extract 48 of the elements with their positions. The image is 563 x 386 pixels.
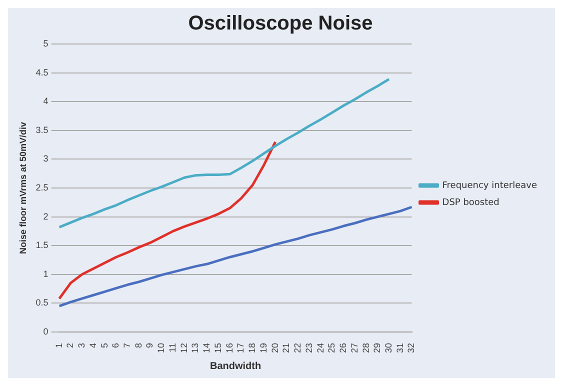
x-tick-label: 10 (156, 342, 166, 354)
y-tick-label: 1.5 (36, 240, 48, 250)
x-axis-title: Bandwidth (210, 360, 262, 372)
x-tick-label: 16 (224, 342, 234, 354)
y-axis-title: Noise floor mVrms at 50mV/div (18, 122, 28, 254)
x-tick-label: 11 (167, 342, 178, 352)
legend-label: Frequency interleave (442, 180, 538, 191)
y-tick-label: 5 (43, 38, 48, 48)
x-tick-label: 30 (384, 342, 394, 354)
x-tick-label: 20 (270, 342, 280, 354)
x-tick-label: 1 (54, 342, 64, 348)
x-tick-label: 32 (406, 342, 416, 354)
x-tick-label: 27 (349, 342, 360, 354)
y-tick-label: 1 (43, 268, 48, 279)
y-tick-label: 4 (43, 96, 48, 106)
x-tick-label: 2 (65, 342, 76, 348)
y-tick-label: 2.5 (36, 182, 48, 192)
y-tick-label: 3 (43, 154, 48, 164)
x-tick-label: 13 (190, 342, 200, 354)
legend-label: DSP boosted (442, 198, 500, 208)
x-tick-label: 14 (202, 342, 212, 354)
chart-title: Oscilloscope Noise (188, 12, 373, 35)
x-tick-label: 6 (110, 342, 121, 348)
x-tick-label: 31 (394, 342, 405, 354)
x-tick-label: 23 (304, 342, 314, 354)
x-tick-label: 26 (338, 342, 348, 354)
y-tick-label: 4.5 (36, 67, 48, 78)
x-tick-label: 19 (258, 342, 268, 354)
x-tick-label: 18 (247, 342, 258, 354)
x-tick-label: 5 (99, 342, 110, 348)
x-tick-label: 25 (326, 342, 337, 354)
x-tick-label: 12 (178, 342, 189, 354)
x-tick-label: 3 (76, 342, 87, 348)
x-tick-label: 8 (133, 342, 144, 348)
x-tick-label: 4 (88, 342, 98, 348)
y-tick-label: 2 (43, 211, 48, 222)
x-tick-label: 17 (236, 342, 246, 354)
x-tick-label: 7 (122, 342, 132, 348)
x-tick-label: 15 (212, 342, 223, 354)
y-tick-label: 3.5 (36, 124, 48, 135)
x-tick-label: 28 (360, 342, 371, 354)
x-tick-label: 9 (144, 342, 155, 348)
x-tick-label: 22 (292, 342, 303, 354)
y-tick-label: 0 (43, 326, 48, 336)
x-tick-label: 21 (281, 342, 292, 354)
x-tick-label: 29 (372, 342, 382, 354)
y-tick-label: 0.5 (36, 298, 48, 308)
x-tick-label: 24 (315, 342, 326, 354)
